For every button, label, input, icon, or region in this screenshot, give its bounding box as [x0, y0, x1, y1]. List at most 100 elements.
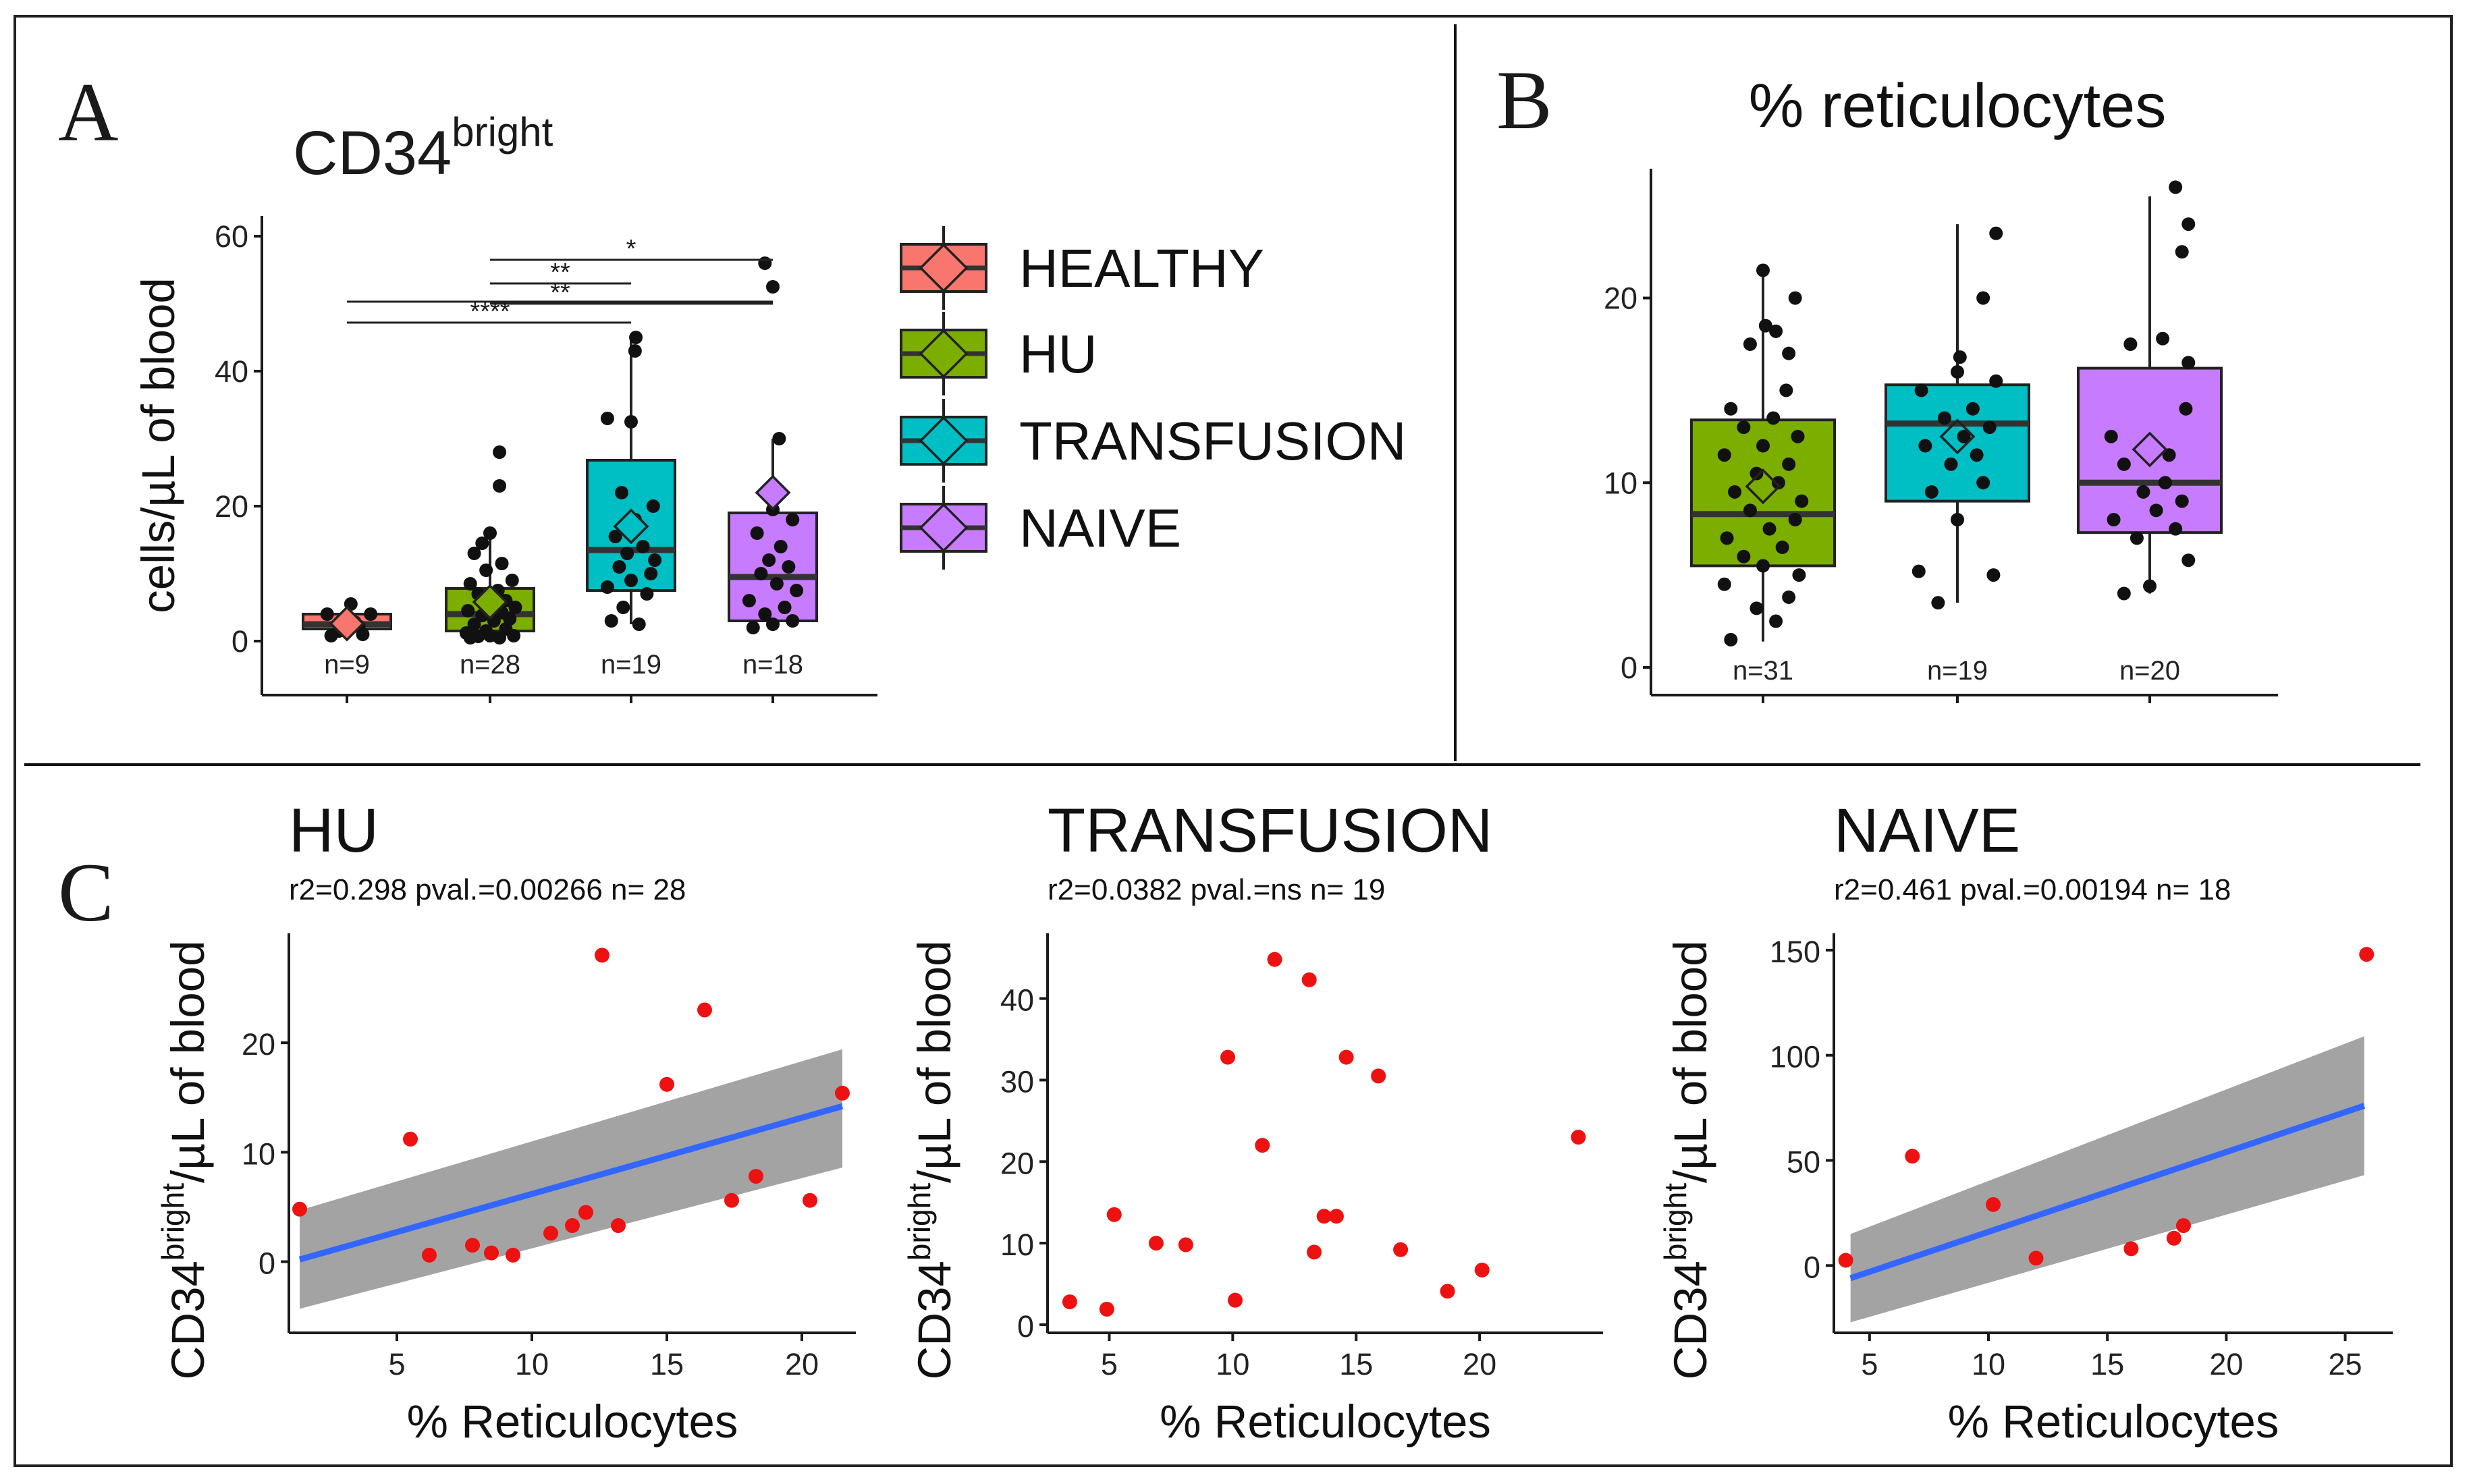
- stats-line: r2=0.0382 pval.=ns n= 19: [1048, 873, 1385, 906]
- data-point: [750, 526, 764, 540]
- data-point: [1951, 365, 1964, 379]
- data-point: [1720, 531, 1734, 545]
- data-point: [467, 547, 481, 560]
- data-point: [1966, 402, 1980, 416]
- x-axis-label: % Reticulocytes: [407, 1396, 738, 1448]
- x-tick-label: 20: [2209, 1347, 2243, 1381]
- x-tick-label: 5: [1101, 1347, 1118, 1381]
- box-naive: [2077, 366, 2223, 534]
- scatter-point: [1338, 1049, 1354, 1065]
- scatter-point: [697, 1002, 712, 1018]
- scatter-point: [1371, 1068, 1386, 1084]
- chart-a-ylabel: cells/µL of blood: [132, 277, 184, 613]
- data-point: [475, 537, 489, 550]
- data-point: [463, 577, 477, 590]
- data-point: [1750, 601, 1764, 615]
- significance-label: **: [550, 279, 570, 307]
- data-point: [1788, 291, 1802, 305]
- data-point: [646, 499, 660, 513]
- y-tick-label: 0: [259, 1246, 275, 1281]
- data-point: [782, 560, 796, 574]
- panel-label-c: C: [58, 846, 114, 939]
- data-point: [1782, 590, 1796, 604]
- significance-label: *: [626, 235, 636, 263]
- data-point: [766, 617, 780, 631]
- x-tick-label: 10: [515, 1347, 549, 1381]
- data-point: [1782, 457, 1796, 471]
- chart-b: 0 10 20 n=31 n=19 n=20: [1604, 169, 2278, 703]
- box-group-naive: n=20: [2077, 180, 2223, 703]
- data-point: [1792, 568, 1806, 582]
- scatter-point: [565, 1218, 580, 1234]
- data-point: [1937, 411, 1951, 425]
- x-axis-label: % Reticulocytes: [1948, 1396, 2279, 1448]
- scatter-point: [1328, 1209, 1344, 1224]
- box-group-transfusion: n=19: [1885, 224, 2030, 703]
- data-point: [1976, 291, 1990, 305]
- scatter-point: [1227, 1292, 1243, 1308]
- y-tick-label: 10: [242, 1136, 275, 1171]
- legend-diamond: [919, 329, 969, 379]
- data-point: [1771, 476, 1785, 490]
- y-tick-label: 150: [1770, 935, 1820, 969]
- mean-marker: [2132, 431, 2168, 468]
- data-point: [505, 574, 519, 587]
- data-point: [1737, 420, 1751, 435]
- legend-label: TRANSFUSION: [1019, 411, 1406, 471]
- y-tick-label: 40: [215, 354, 248, 389]
- confidence-band: [1850, 1036, 2364, 1323]
- box-group-transfusion: n=19: [586, 331, 676, 703]
- significance-brackets: *********: [347, 235, 773, 326]
- mean-marker: [755, 474, 791, 511]
- scatter-point: [749, 1169, 763, 1184]
- data-point: [1724, 632, 1738, 647]
- y-tick-label: 20: [1604, 281, 1637, 316]
- data-point: [493, 479, 507, 493]
- data-point: [2179, 402, 2193, 416]
- significance-label: ****: [470, 298, 510, 326]
- data-point: [600, 580, 614, 594]
- scatter-point: [835, 1085, 850, 1101]
- data-point: [742, 594, 756, 607]
- mean-marker: [613, 508, 649, 545]
- n-count-label: n=19: [601, 650, 661, 680]
- scatter-point: [506, 1247, 520, 1263]
- y-tick-label: 20: [1000, 1146, 1034, 1180]
- data-point: [762, 553, 776, 567]
- box-group-naive: n=18: [728, 256, 818, 703]
- scatter-point: [1178, 1237, 1193, 1253]
- n-count-label: n=18: [742, 650, 803, 680]
- mean-marker: [1939, 418, 1976, 455]
- scatter-point: [543, 1226, 558, 1241]
- x-tick-label: 15: [2090, 1347, 2124, 1381]
- scatter-point: [595, 947, 609, 963]
- scatter-point: [1255, 1138, 1270, 1153]
- data-point: [2169, 522, 2183, 536]
- data-point: [769, 577, 784, 590]
- data-point: [1788, 513, 1802, 526]
- scatter-point: [1220, 1049, 1236, 1065]
- legend-label: HEALTHY: [1019, 238, 1264, 298]
- mean-marker: [329, 605, 365, 642]
- scatter-point: [724, 1192, 739, 1208]
- data-point: [1953, 350, 1967, 364]
- data-point: [786, 614, 800, 628]
- data-point: [758, 256, 772, 270]
- data-point: [2104, 429, 2118, 443]
- data-point: [1779, 383, 1793, 397]
- data-point: [636, 540, 650, 553]
- data-point: [1743, 503, 1757, 518]
- data-point: [320, 607, 334, 621]
- chart-c-naive: NAIVE r2=0.461 pval.=0.00194 n= 18 0 50 100 1…: [1658, 796, 2393, 1448]
- data-point: [2117, 586, 2131, 601]
- x-tick-label: 20: [785, 1347, 819, 1381]
- data-point: [1756, 263, 1770, 277]
- data-point: [624, 574, 638, 587]
- data-point: [1976, 476, 1990, 490]
- data-point: [778, 601, 792, 614]
- x-tick-label: 25: [2329, 1347, 2362, 1381]
- data-point: [1931, 596, 1945, 610]
- data-point: [467, 617, 481, 631]
- y-tick-label: 50: [1787, 1145, 1820, 1180]
- legend-label: NAIVE: [1019, 498, 1181, 558]
